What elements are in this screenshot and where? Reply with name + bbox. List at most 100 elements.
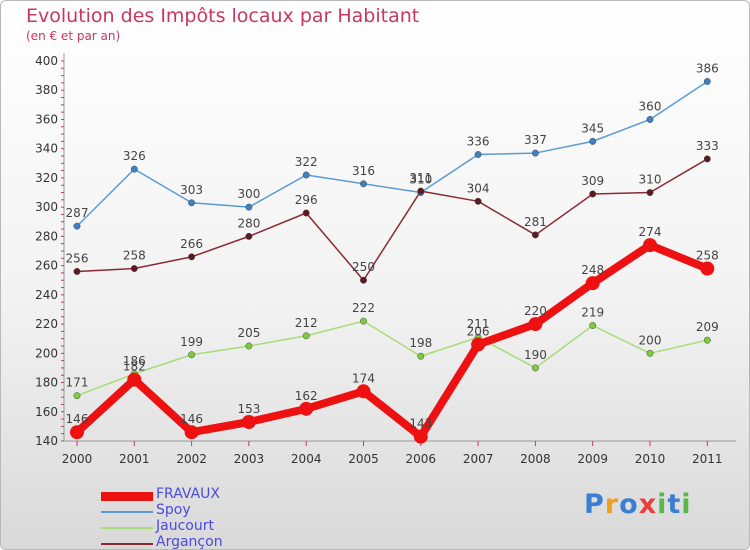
series-line-jaucourt (76, 320, 708, 397)
data-point-fravaux (528, 317, 543, 332)
data-point-spoy (188, 199, 196, 207)
data-label-argancon: 304 (467, 181, 490, 195)
data-label-jaucourt: 205 (237, 326, 260, 340)
data-label-fravaux: 162 (295, 389, 318, 403)
x-tick-label: 2001 (119, 452, 150, 466)
data-point-argancon (188, 253, 196, 261)
y-tick-label: 180 (35, 376, 58, 390)
data-label-argancon: 311 (409, 171, 432, 185)
data-label-jaucourt: 222 (352, 301, 375, 315)
x-tick-label: 2004 (291, 452, 322, 466)
y-tick-label: 220 (35, 317, 58, 331)
legend-label: FRAVAUX (156, 486, 220, 502)
y-tick-label: 340 (35, 142, 58, 156)
data-point-spoy (73, 222, 81, 230)
data-label-fravaux: 146 (180, 412, 203, 426)
data-label-spoy: 300 (237, 187, 260, 201)
y-tick-label: 260 (35, 259, 58, 273)
series-line-spoy (76, 80, 708, 227)
series-line-argancon (76, 158, 708, 281)
x-tick-label: 2005 (348, 452, 379, 466)
legend-label: Argançon (156, 534, 223, 550)
data-label-fravaux: 174 (352, 371, 375, 385)
data-point-argancon (130, 265, 138, 272)
logo-letter: t (667, 489, 682, 520)
logo-letter: r (604, 489, 620, 520)
x-tick-label: 2002 (176, 452, 207, 466)
data-point-fravaux (184, 425, 199, 440)
data-label-fravaux: 153 (237, 402, 260, 416)
data-point-jaucourt (417, 352, 425, 360)
y-tick-label: 200 (35, 346, 58, 360)
x-tick-label: 2003 (234, 452, 265, 466)
data-label-argancon: 310 (639, 173, 662, 187)
y-tick-label: 280 (35, 229, 58, 243)
chart-subtitle: (en € et par an) (26, 29, 121, 43)
data-label-fravaux: 274 (639, 225, 662, 239)
data-point-argancon (646, 189, 654, 196)
data-label-jaucourt: 211 (467, 317, 490, 331)
data-label-spoy: 303 (180, 183, 203, 197)
x-tick-label: 2008 (520, 452, 551, 466)
data-point-fravaux (241, 415, 256, 429)
y-tick-label: 160 (35, 405, 58, 419)
data-label-spoy: 287 (66, 206, 89, 220)
y-tick-label: 400 (35, 54, 58, 68)
data-label-fravaux: 248 (581, 263, 604, 277)
x-tick-label: 2011 (692, 452, 723, 466)
x-tick-label: 2006 (406, 452, 437, 466)
x-tick-label: 2000 (62, 452, 93, 466)
data-point-fravaux (70, 425, 84, 440)
data-point-spoy (474, 151, 482, 158)
data-point-spoy (360, 180, 367, 188)
logo-letter: o (619, 489, 639, 520)
data-point-argancon (703, 155, 711, 163)
data-point-jaucourt (360, 317, 367, 325)
data-label-jaucourt: 209 (696, 320, 719, 334)
series-line-fravaux (74, 241, 709, 441)
data-point-argancon (360, 276, 367, 284)
y-tick-label: 140 (35, 434, 58, 448)
y-tick-label: 240 (35, 288, 58, 302)
line-chart: 140 160 180 200 220 240 260 280 300 320 340 360 380 4… (35, 53, 736, 466)
data-point-fravaux (356, 384, 371, 399)
proxiti-logo: Proxiti (584, 489, 692, 520)
x-tick-label: 2009 (577, 452, 608, 466)
data-label-argancon: 258 (123, 249, 146, 263)
data-point-jaucourt (531, 364, 539, 372)
y-tick-label: 300 (35, 200, 58, 214)
data-point-jaucourt (302, 332, 310, 340)
x-tick-label: 2007 (463, 452, 494, 466)
data-label-fravaux: 220 (524, 304, 547, 318)
data-point-jaucourt (188, 351, 196, 359)
data-point-spoy (302, 171, 310, 179)
legend-swatch (101, 492, 153, 501)
data-point-jaucourt (589, 322, 597, 329)
data-label-fravaux: 143 (409, 417, 432, 431)
data-label-spoy: 345 (581, 121, 604, 135)
data-label-argancon: 256 (66, 251, 89, 265)
logo-letter: i (657, 489, 668, 520)
data-label-argancon: 309 (581, 174, 604, 188)
data-label-spoy: 386 (696, 61, 719, 75)
legend-swatch (101, 527, 153, 529)
data-point-argancon (302, 209, 310, 217)
data-label-spoy: 310 (409, 173, 432, 187)
data-point-spoy (245, 203, 253, 211)
data-point-jaucourt (646, 349, 654, 357)
data-point-argancon (245, 232, 253, 240)
chart-title: Evolution des Impôts locaux par Habitant (26, 5, 420, 27)
logo-letter: i (681, 489, 692, 520)
data-label-argancon: 333 (696, 139, 719, 153)
data-label-argancon: 266 (180, 237, 203, 251)
data-label-fravaux: 206 (467, 325, 490, 339)
data-point-spoy (646, 116, 654, 123)
data-point-fravaux (413, 429, 428, 444)
data-label-argancon: 280 (237, 216, 260, 230)
data-label-fravaux: 258 (696, 249, 719, 263)
data-point-fravaux (643, 238, 657, 253)
data-label-spoy: 326 (123, 149, 146, 163)
data-point-fravaux (471, 337, 486, 352)
data-point-argancon (531, 231, 539, 239)
data-label-jaucourt: 198 (409, 336, 432, 350)
